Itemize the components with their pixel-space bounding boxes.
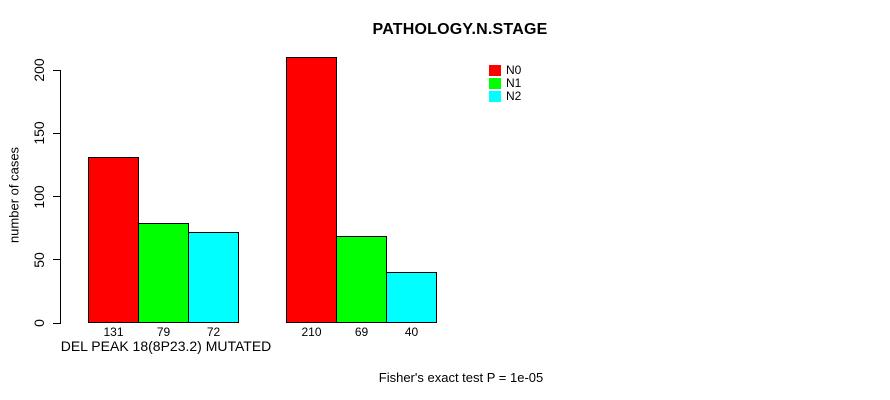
chart-title: PATHOLOGY.N.STAGE [372,21,548,38]
bar-n2-group2 [386,272,437,323]
y-tick-label: 200 [31,58,47,82]
bar-value-label: 69 [354,325,369,339]
y-tick-label: 100 [31,184,47,209]
y-tick-mark [53,132,60,134]
bar-n0-group1 [88,157,139,323]
legend-item-n2: N2 [489,89,522,103]
y-tick-mark [53,69,60,71]
y-tick-mark [53,322,60,324]
bar-value-label: 40 [404,325,419,339]
x-axis-label: DEL PEAK 18(8P23.2) MUTATED [60,338,272,354]
legend-swatch-n2 [489,91,501,102]
bar-n0-group2 [286,57,337,323]
bar-value-label: 210 [301,325,322,339]
bar-n1-group2 [336,236,387,323]
y-tick-label: 150 [31,121,47,145]
y-axis-line [60,70,61,324]
y-tick-label: 0 [31,319,47,327]
legend-swatch-n0 [489,65,501,76]
legend-item-n0: N0 [489,63,522,77]
y-tick-mark [53,259,60,261]
legend-label: N1 [506,76,522,90]
bar-n2-group1 [188,232,239,323]
y-tick-label: 50 [31,251,47,268]
y-axis-label: number of cases [6,146,22,244]
legend-label: N0 [506,63,522,77]
legend-swatch-n1 [489,78,501,89]
bar-value-label: 131 [103,325,124,339]
legend-label: N2 [506,89,522,103]
legend: N0 N1 N2 [489,63,522,104]
y-tick-mark [53,196,60,197]
bar-value-label: 72 [206,325,221,339]
legend-item-n1: N1 [489,76,522,90]
bar-n1-group1 [138,223,189,323]
annotation-fisher-test: Fisher's exact test P = 1e-05 [378,370,544,385]
bar-value-label: 79 [156,325,171,339]
